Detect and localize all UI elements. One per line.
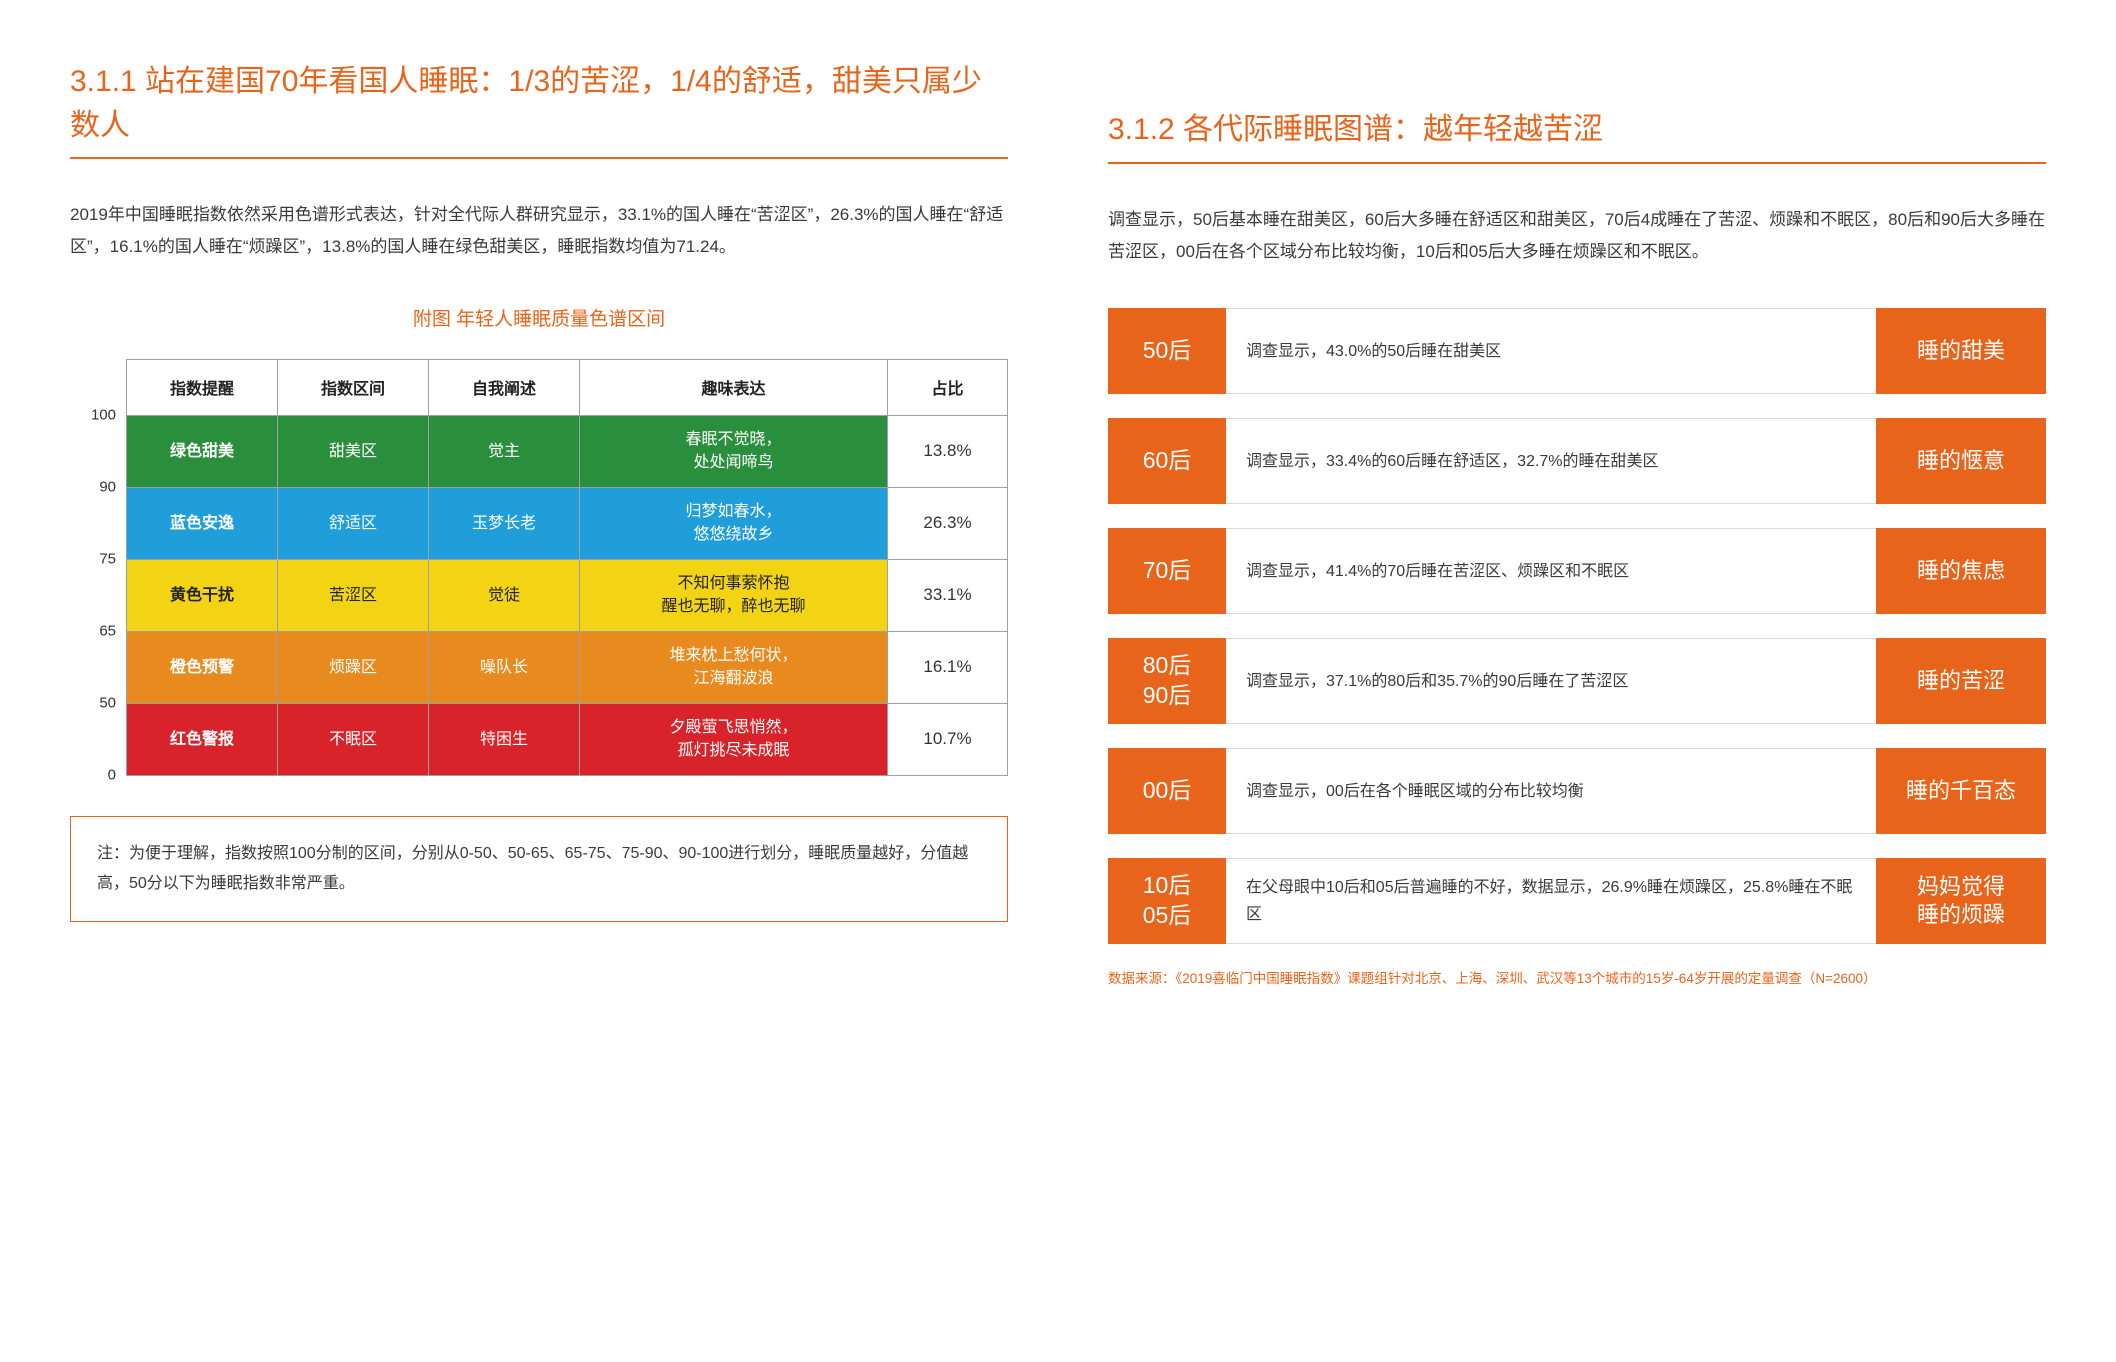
table-cell: 堆来枕上愁何状， 江海翻波浪 [580,631,888,703]
table-row: 橙色预警烦躁区噪队长堆来枕上愁何状， 江海翻波浪16.1% [127,631,1008,703]
axis-tick: 90 [99,478,116,495]
y-axis: 100907565500 [70,359,126,775]
table-cell: 烦躁区 [278,631,429,703]
spectrum-chart: 100907565500 指数提醒指数区间自我阐述趣味表达占比 绿色甜美甜美区觉… [70,359,1008,776]
section-title-right: 3.1.2 各代际睡眠图谱：越年轻越苦涩 [1108,108,2046,164]
table-cell: 苦涩区 [278,559,429,631]
table-header-cell: 趣味表达 [580,359,888,415]
table-cell: 26.3% [887,487,1007,559]
data-source: 数据来源：《2019喜临门中国睡眠指数》课题组针对北京、上海、深圳、武汉等13个… [1108,968,2046,991]
table-header-cell: 占比 [887,359,1007,415]
generation-tag: 妈妈觉得 睡的烦躁 [1876,858,2046,944]
table-cell: 橙色预警 [127,631,278,703]
right-column: 3.1.2 各代际睡眠图谱：越年轻越苦涩 调查显示，50后基本睡在甜美区，60后… [1108,60,2046,991]
table-row: 红色警报不眠区特困生夕殿萤飞思悄然， 孤灯挑尽未成眠10.7% [127,703,1008,775]
table-cell: 舒适区 [278,487,429,559]
generation-name: 50后 [1108,308,1226,394]
table-cell: 33.1% [887,559,1007,631]
table-cell: 10.7% [887,703,1007,775]
axis-tick: 65 [99,622,116,639]
generation-row: 60后调查显示，33.4%的60后睡在舒适区，32.7%的睡在甜美区睡的惬意 [1108,418,2046,504]
table-cell: 不眠区 [278,703,429,775]
axis-tick: 0 [108,766,116,783]
table-cell: 黄色干扰 [127,559,278,631]
table-cell: 红色警报 [127,703,278,775]
table-row: 绿色甜美甜美区觉主春眠不觉晓， 处处闻啼鸟13.8% [127,415,1008,487]
intro-left: 2019年中国睡眠指数依然采用色谱形式表达，针对全代际人群研究显示，33.1%的… [70,199,1008,264]
table-cell: 蓝色安逸 [127,487,278,559]
axis-tick: 100 [91,406,116,423]
table-header-cell: 指数区间 [278,359,429,415]
generation-name: 00后 [1108,748,1226,834]
generation-row: 50后调查显示，43.0%的50后睡在甜美区睡的甜美 [1108,308,2046,394]
table-header-cell: 自我阐述 [429,359,580,415]
intro-right: 调查显示，50后基本睡在甜美区，60后大多睡在舒适区和甜美区，70后4成睡在了苦… [1108,204,2046,269]
table-header-row: 指数提醒指数区间自我阐述趣味表达占比 [127,359,1008,415]
table-row: 蓝色安逸舒适区玉梦长老归梦如春水， 悠悠绕故乡26.3% [127,487,1008,559]
generation-desc: 调查显示，41.4%的70后睡在苦涩区、烦躁区和不眠区 [1226,528,1876,614]
axis-tick: 75 [99,550,116,567]
chart-title: 附图 年轻人睡眠质量色谱区间 [70,304,1008,331]
generation-desc: 调查显示，43.0%的50后睡在甜美区 [1226,308,1876,394]
table-header-cell: 指数提醒 [127,359,278,415]
table-cell: 绿色甜美 [127,415,278,487]
axis-tick: 50 [99,694,116,711]
generation-tag: 睡的苦涩 [1876,638,2046,724]
table-cell: 特困生 [429,703,580,775]
table-cell: 归梦如春水， 悠悠绕故乡 [580,487,888,559]
table-cell: 噪队长 [429,631,580,703]
table-cell: 玉梦长老 [429,487,580,559]
table-row: 黄色干扰苦涩区觉徒不知何事萦怀抱 醒也无聊，醉也无聊33.1% [127,559,1008,631]
page: 3.1.1 站在建国70年看国人睡眠：1/3的苦涩，1/4的舒适，甜美只属少数人… [70,60,2046,991]
generation-row: 10后 05后在父母眼中10后和05后普遍睡的不好，数据显示，26.9%睡在烦躁… [1108,858,2046,944]
generation-name: 10后 05后 [1108,858,1226,944]
table-cell: 春眠不觉晓， 处处闻啼鸟 [580,415,888,487]
table-cell: 甜美区 [278,415,429,487]
generation-row: 70后调查显示，41.4%的70后睡在苦涩区、烦躁区和不眠区睡的焦虑 [1108,528,2046,614]
generation-tag: 睡的千百态 [1876,748,2046,834]
generation-name: 60后 [1108,418,1226,504]
section-title-left: 3.1.1 站在建国70年看国人睡眠：1/3的苦涩，1/4的舒适，甜美只属少数人 [70,60,1008,159]
table-cell: 16.1% [887,631,1007,703]
table-cell: 夕殿萤飞思悄然， 孤灯挑尽未成眠 [580,703,888,775]
table-cell: 13.8% [887,415,1007,487]
table-cell: 不知何事萦怀抱 醒也无聊，醉也无聊 [580,559,888,631]
generation-name: 70后 [1108,528,1226,614]
generation-desc: 在父母眼中10后和05后普遍睡的不好，数据显示，26.9%睡在烦躁区，25.8%… [1226,858,1876,944]
table-cell: 觉徒 [429,559,580,631]
generation-list: 50后调查显示，43.0%的50后睡在甜美区睡的甜美 60后调查显示，33.4%的… [1108,308,2046,944]
table-cell: 觉主 [429,415,580,487]
left-column: 3.1.1 站在建国70年看国人睡眠：1/3的苦涩，1/4的舒适，甜美只属少数人… [70,60,1008,991]
generation-tag: 睡的惬意 [1876,418,2046,504]
generation-desc: 调查显示，00后在各个睡眠区域的分布比较均衡 [1226,748,1876,834]
generation-row: 00后调查显示，00后在各个睡眠区域的分布比较均衡睡的千百态 [1108,748,2046,834]
table-body: 绿色甜美甜美区觉主春眠不觉晓， 处处闻啼鸟13.8%蓝色安逸舒适区玉梦长老归梦如… [127,415,1008,775]
spectrum-table: 指数提醒指数区间自我阐述趣味表达占比 绿色甜美甜美区觉主春眠不觉晓， 处处闻啼鸟… [126,359,1008,776]
generation-desc: 调查显示，37.1%的80后和35.7%的90后睡在了苦涩区 [1226,638,1876,724]
generation-desc: 调查显示，33.4%的60后睡在舒适区，32.7%的睡在甜美区 [1226,418,1876,504]
generation-tag: 睡的焦虑 [1876,528,2046,614]
generation-name: 80后 90后 [1108,638,1226,724]
generation-tag: 睡的甜美 [1876,308,2046,394]
generation-row: 80后 90后调查显示，37.1%的80后和35.7%的90后睡在了苦涩区睡的苦… [1108,638,2046,724]
note-box: 注：为便于理解，指数按照100分制的区间，分别从0-50、50-65、65-75… [70,816,1008,923]
